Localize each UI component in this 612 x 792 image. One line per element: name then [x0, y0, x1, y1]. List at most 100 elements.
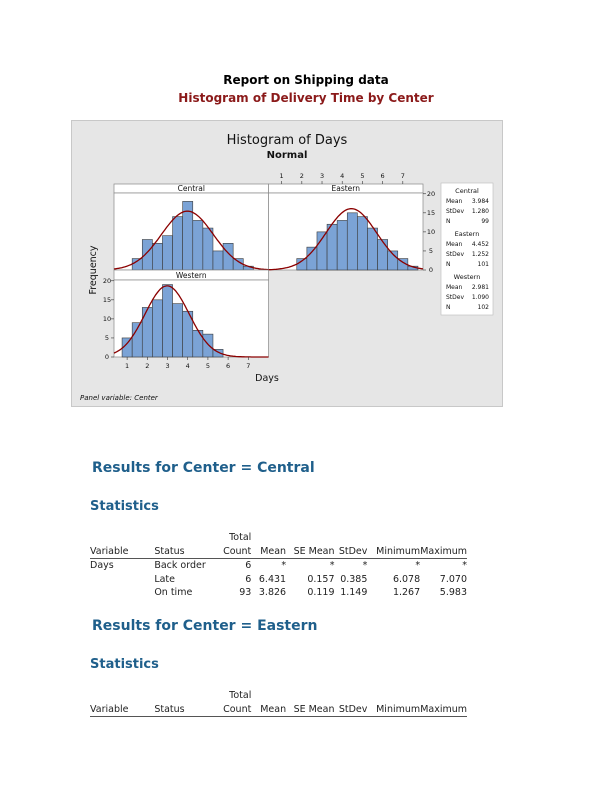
chart-subtitle: Normal — [267, 150, 308, 161]
legend-stat-label: N — [446, 304, 451, 311]
legend-box — [440, 182, 494, 316]
table-cell: Variable — [90, 544, 155, 559]
x-tick-label: 2 — [300, 172, 304, 180]
legend-group-title: Western — [454, 273, 481, 281]
table-header-row: Variable Status Count Mean SE Mean StDev Minim… — [90, 702, 467, 717]
legend-stat-value: 3.984 — [472, 198, 489, 205]
table-row: Late 6 6.431 0.157 0.385 6.078 7.070 — [90, 573, 467, 587]
statistics-heading-eastern: Statistics — [90, 657, 159, 672]
statistics-table-eastern: Total Variable Status Count Mean SE Mean StDev… — [90, 689, 467, 717]
y-tick-label: 15 — [103, 296, 111, 304]
legend-stat-label: StDev — [446, 208, 464, 215]
histogram-svg: Histogram of Days Normal Central Eastern 1 2 3… — [80, 133, 494, 402]
histogram-bar — [192, 330, 204, 358]
y-tick-label: 20 — [103, 277, 111, 285]
legend-group-title: Central — [455, 187, 479, 195]
legend-stat-value: 99 — [481, 218, 489, 225]
x-tick-label: 1 — [125, 362, 129, 370]
table-cell: 1.267 — [392, 587, 421, 599]
histogram-bar — [377, 239, 388, 271]
table-cell: 6 — [245, 573, 252, 585]
normal-fit-curve — [113, 285, 269, 358]
statistics-heading-central: Statistics — [90, 499, 159, 514]
legend-stat-value: 1.280 — [472, 208, 489, 215]
legend-stat-value: 2.981 — [472, 284, 489, 291]
histogram-bar — [152, 299, 163, 358]
table-cell: * — [329, 560, 335, 572]
table-cell: SE Mean — [286, 702, 335, 717]
histogram-bar — [306, 246, 318, 271]
table-cell: * — [462, 560, 467, 572]
table-cell: * — [362, 560, 368, 572]
x-tick-label: 7 — [401, 172, 405, 180]
histogram-bar — [162, 284, 173, 358]
x-tick-label: 4 — [186, 362, 190, 370]
table-cell: StDev — [334, 702, 368, 717]
x-tick-label: 6 — [381, 172, 385, 180]
panel-label: Western — [176, 271, 207, 280]
table-cell — [335, 689, 368, 703]
table-cell — [286, 531, 334, 545]
table-cell: Late — [154, 573, 175, 585]
table-cell: Count — [208, 702, 252, 717]
legend-stat-value: 1.252 — [472, 251, 489, 258]
normal-fit-curve — [268, 208, 424, 271]
table-cell — [90, 531, 154, 545]
legend-stat-label: StDev — [446, 251, 464, 258]
table-cell: StDev — [334, 544, 368, 559]
table-cell: 3.826 — [258, 587, 287, 599]
table-cell: 1.149 — [340, 587, 368, 599]
histogram-bar — [172, 303, 183, 358]
table-cell — [367, 531, 420, 545]
y-tick-label: 5 — [429, 247, 433, 255]
histogram-bar — [357, 216, 368, 271]
y-tick-label: 0 — [105, 353, 109, 361]
table-cell: Total — [229, 690, 252, 702]
table-cell — [420, 689, 467, 703]
table-cell: Count — [208, 544, 252, 559]
table-row: Total — [90, 531, 467, 545]
legend-stat-label: N — [446, 261, 451, 268]
report-subtitle: Histogram of Delivery Time by Center — [178, 91, 434, 105]
table-cell — [154, 531, 208, 545]
table-cell: Variable — [90, 702, 155, 717]
table-cell: Maximum — [420, 702, 467, 717]
x-tick-label: 3 — [165, 362, 169, 370]
table-cell: Maximum — [420, 544, 467, 559]
histogram-bar — [162, 235, 173, 271]
table-cell: 5.983 — [439, 587, 467, 599]
x-axis-label: Days — [255, 373, 279, 384]
histogram-chart: Histogram of Days Normal Central Eastern 1 2 3… — [71, 120, 503, 407]
table-cell: Days — [90, 560, 114, 572]
table-cell — [367, 689, 420, 703]
table-cell: 7.070 — [439, 573, 467, 585]
y-tick-label: 0 — [429, 266, 433, 274]
y-tick-label: 20 — [427, 190, 435, 198]
section-heading-eastern: Results for Center = Eastern — [92, 618, 318, 634]
table-cell: Minimum — [367, 544, 421, 559]
table-cell: 93 — [239, 587, 252, 599]
table-cell: 6.078 — [392, 573, 421, 585]
histogram-bar — [202, 333, 214, 358]
x-tick-label: 3 — [320, 172, 324, 180]
table-cell — [251, 531, 286, 545]
histogram-bar — [212, 250, 224, 271]
legend-stat-value: 102 — [478, 304, 490, 311]
histogram-bar — [141, 307, 153, 358]
table-cell — [286, 689, 334, 703]
table-cell — [90, 689, 154, 703]
histogram-bar — [346, 212, 358, 271]
legend-stat-label: Mean — [446, 284, 463, 291]
table-cell: 0.157 — [307, 573, 335, 585]
x-tick-label: 5 — [360, 172, 364, 180]
histogram-bar — [192, 220, 204, 271]
table-cell — [90, 573, 154, 587]
legend-stat-value: 101 — [478, 261, 490, 268]
legend-stat-value: 4.452 — [472, 241, 489, 248]
histogram-bar — [367, 227, 378, 271]
table-row: On time 93 3.826 0.119 1.149 1.267 5.983 — [90, 586, 467, 600]
statistics-table-central: Total Variable Status Count Mean SE Mean StDev… — [90, 531, 467, 600]
table-cell: On time — [154, 587, 193, 599]
histogram-bar — [336, 220, 348, 271]
